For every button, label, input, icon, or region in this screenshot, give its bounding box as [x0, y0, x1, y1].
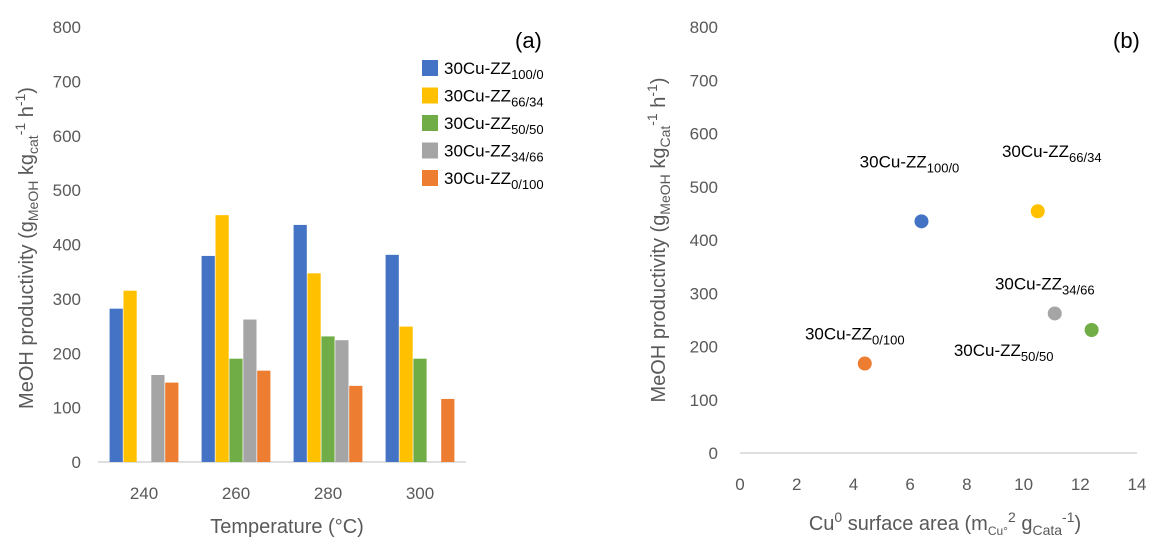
- scatter-point-label: 30Cu-ZZ100/0: [860, 152, 960, 175]
- scatter-point-label: 30Cu-ZZ50/50: [954, 341, 1054, 364]
- scatter-x-tick-label: 14: [1128, 475, 1147, 494]
- scatter-y-tick-label: 800: [690, 18, 718, 37]
- scatter-point: [1084, 322, 1099, 337]
- scatter-y-tick-label: 100: [690, 391, 718, 410]
- bar: [243, 319, 257, 462]
- bar-y-tick-label: 100: [53, 399, 81, 418]
- legend-label: 30Cu-ZZ100/0: [444, 59, 544, 82]
- legend-swatch: [422, 60, 438, 76]
- bar: [257, 370, 271, 462]
- scatter-chart-panel: 0 100 200 300 400 500 600 700 800 0 2 4 6 8 10 12 14 30…: [644, 18, 1146, 538]
- scatter-y-tick-label: 300: [690, 284, 718, 303]
- bar-x-tick-label: 280: [314, 484, 342, 503]
- scatter-points: 30Cu-ZZ100/0 30Cu-ZZ66/34 30Cu-ZZ34/66 30Cu…: [805, 142, 1102, 371]
- scatter-y-tick-label: 0: [709, 444, 718, 463]
- bar: [335, 340, 349, 462]
- panel-label-a: (a): [515, 28, 542, 53]
- bar-chart-bars: [109, 215, 455, 462]
- bar-y-tick-label: 500: [53, 181, 81, 200]
- scatter-point: [1030, 204, 1045, 219]
- bar-chart-x-ticks: 240 260 280 300: [130, 484, 434, 503]
- bar-x-tick-label: 300: [406, 484, 434, 503]
- scatter-point-label: 30Cu-ZZ34/66: [995, 274, 1095, 297]
- bar-y-tick-label: 400: [53, 236, 81, 255]
- bar: [413, 358, 427, 462]
- bar: [307, 273, 321, 462]
- scatter-x-tick-label: 4: [849, 475, 858, 494]
- bar-y-tick-label: 200: [53, 344, 81, 363]
- bar: [321, 336, 335, 462]
- legend-swatch: [422, 87, 438, 104]
- bar: [151, 375, 165, 462]
- bar-x-tick-label: 260: [222, 484, 250, 503]
- scatter-x-tick-label: 2: [792, 475, 801, 494]
- scatter-x-tick-label: 10: [1014, 475, 1033, 494]
- bar: [293, 224, 307, 462]
- scatter-y-tick-label: 400: [690, 231, 718, 250]
- scatter-point-label: 30Cu-ZZ66/34: [1002, 142, 1102, 165]
- bar-chart-y-ticks: 0 100 200 300 400 500 600 700 800: [53, 18, 81, 472]
- scatter-y-tick-label: 600: [690, 125, 718, 144]
- scatter-y-axis-title: MeOH productivity (gMeOH kgCat-1 h-1): [644, 77, 673, 402]
- scatter-y-tick-label: 700: [690, 71, 718, 90]
- scatter-x-ticks: 0 2 4 6 8 10 12 14: [735, 475, 1146, 494]
- scatter-x-tick-label: 0: [735, 475, 744, 494]
- bar: [109, 308, 123, 462]
- bar-y-tick-label: 600: [53, 127, 81, 146]
- bar-y-tick-label: 700: [53, 72, 81, 91]
- bar-y-tick-label: 0: [72, 453, 81, 472]
- legend-swatch: [422, 142, 438, 159]
- scatter-x-tick-label: 6: [905, 475, 914, 494]
- bar-y-tick-label: 800: [53, 18, 81, 37]
- bar: [399, 326, 413, 462]
- bar: [349, 385, 363, 462]
- legend-label: 30Cu-ZZ34/66: [444, 142, 544, 165]
- scatter-x-axis-title: Cu0 surface area (mCu°2 gCata-1): [809, 509, 1081, 538]
- bar: [215, 215, 229, 462]
- legend-label: 30Cu-ZZ50/50: [444, 114, 544, 137]
- panel-label-b: (b): [1113, 28, 1140, 53]
- bar-chart-y-axis-title: MeOH productivity (gMeOH kgcat-1 h-1): [12, 87, 41, 409]
- scatter-point-label: 30Cu-ZZ0/100: [805, 325, 905, 348]
- legend-label: 30Cu-ZZ66/34: [444, 87, 544, 110]
- scatter-point: [1047, 306, 1062, 321]
- bar: [165, 382, 179, 462]
- bar: [441, 398, 455, 462]
- bar: [201, 255, 215, 462]
- scatter-y-ticks: 0 100 200 300 400 500 600 700 800: [690, 18, 718, 463]
- bar-chart-panel: 0 100 200 300 400 500 600 700 800 240 260 280 300 3…: [12, 18, 544, 538]
- scatter-y-tick-label: 500: [690, 178, 718, 197]
- bar: [123, 290, 137, 462]
- bar-x-tick-label: 240: [130, 484, 158, 503]
- legend-swatch: [422, 170, 438, 186]
- scatter-point: [914, 214, 929, 229]
- scatter-y-tick-label: 200: [690, 338, 718, 357]
- legend-swatch: [422, 115, 438, 131]
- scatter-x-tick-label: 8: [962, 475, 971, 494]
- bar: [229, 358, 243, 462]
- bar-chart-legend: 30Cu-ZZ100/0 30Cu-ZZ66/34 30Cu-ZZ50/50 30Cu…: [422, 59, 544, 192]
- legend-label: 30Cu-ZZ0/100: [444, 169, 544, 192]
- scatter-x-tick-label: 12: [1071, 475, 1090, 494]
- bar-y-tick-label: 300: [53, 290, 81, 309]
- bar: [385, 254, 399, 462]
- scatter-point: [857, 356, 872, 371]
- bar-chart-x-axis-title: Temperature (°C): [210, 516, 364, 538]
